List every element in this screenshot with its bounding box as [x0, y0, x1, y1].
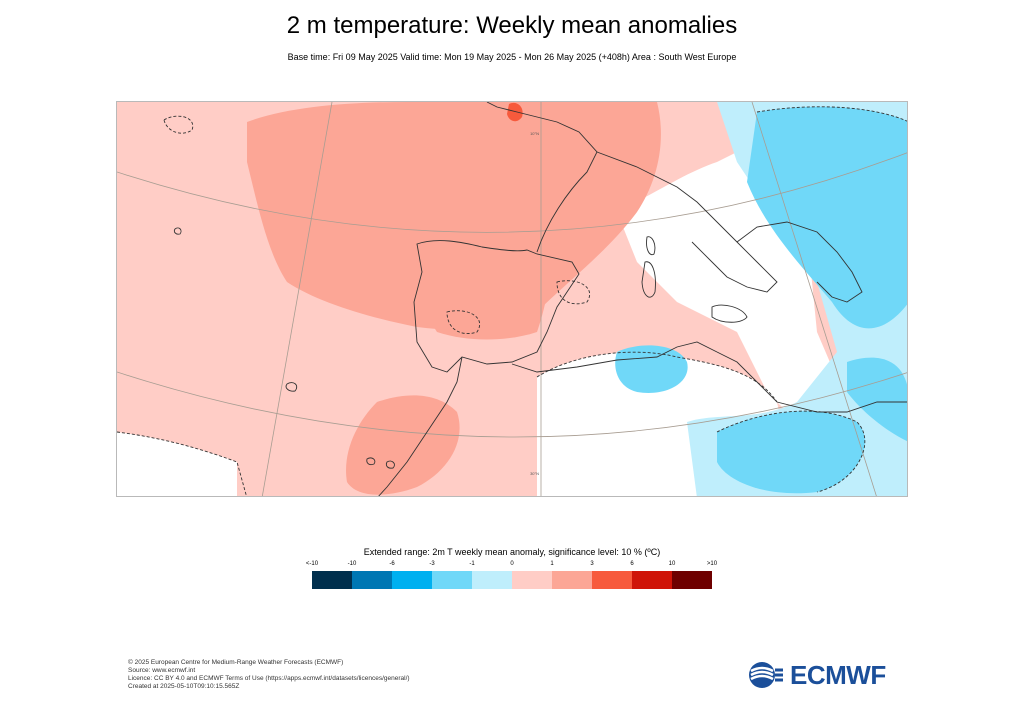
contour-libya [716, 410, 866, 493]
legend-label: -10 [347, 561, 357, 567]
anomaly-field-cooler-algeria [615, 345, 688, 393]
contour-iberia-east [556, 280, 590, 305]
legend-swatch [312, 571, 352, 589]
anomaly-map: 10°N 30°N [116, 101, 908, 497]
anomaly-field-warm-morocco [346, 395, 460, 495]
map-subtitle: Base time: Fri 09 May 2025 Valid time: M… [287, 52, 737, 62]
anomaly-field-cooler-egypt [847, 357, 907, 442]
sardinia-coast [641, 261, 656, 298]
legend-label: 1 [550, 561, 554, 567]
madeira-islands [285, 382, 298, 392]
legend-swatch [552, 571, 592, 589]
legend-title: Extended range: 2m T weekly mean anomaly… [363, 547, 661, 557]
libya-egypt-coast [716, 351, 907, 413]
footer-source: Source: www.ecmwf.int [128, 667, 196, 674]
canary-islands-2 [385, 460, 395, 469]
ecmwf-logo-icon [749, 662, 783, 688]
anomaly-field-warm-atlantic [247, 102, 661, 330]
contour-iberia-south [446, 310, 480, 334]
legend-swatch [512, 571, 552, 589]
balkans-coast [736, 221, 863, 303]
gridline-label-lower: 30°N [530, 471, 539, 476]
legend-label: 0 [510, 561, 514, 567]
footer-created: Created at 2025-05-10T09:10:15.565Z [128, 683, 240, 690]
legend-label: >10 [706, 561, 718, 567]
gridline-label-upper: 10°N [530, 131, 539, 136]
legend-swatches [312, 571, 712, 589]
legend-label: -1 [469, 561, 475, 567]
contour-atlantic-south [117, 431, 247, 496]
significance-contours [117, 106, 907, 496]
legend-label: <-10 [305, 561, 319, 567]
legend-swatch [392, 571, 432, 589]
azores-islands [173, 227, 182, 235]
canary-islands-1 [366, 457, 376, 466]
color-legend: <-10 -10 -6 -3 -1 0 1 3 6 10 >10 [306, 561, 717, 589]
anomaly-field-hot-england [507, 102, 523, 122]
ecmwf-logo-text: ECMWF [790, 659, 886, 690]
legend-label: -6 [389, 561, 395, 567]
sicily-coast [711, 304, 748, 323]
morocco-coast [378, 356, 463, 496]
anomaly-field-warm-iberia [415, 217, 549, 340]
footer-copyright: © 2025 European Centre for Medium-Range … [128, 659, 344, 666]
anomaly-field-cooler-libya [717, 411, 865, 494]
iberia-coast [413, 240, 580, 373]
legend-label: -3 [429, 561, 435, 567]
anomaly-map-canvas: 10°N 30°N [117, 102, 907, 496]
legend-swatch [472, 571, 512, 589]
anomaly-field-neutral-atlantic [117, 432, 237, 496]
contour-atlantic-north [163, 115, 194, 134]
graticule [117, 102, 907, 496]
legend-label: 10 [668, 561, 676, 567]
legend-swatch [672, 571, 712, 589]
footer-credits: © 2025 European Centre for Medium-Range … [128, 659, 410, 691]
footer-licence: Licence: CC BY 4.0 and ECMWF Terms of Us… [128, 675, 410, 682]
legend-swatch [352, 571, 392, 589]
legend-label: 3 [590, 561, 594, 567]
legend-label: 6 [630, 561, 634, 567]
italy-coast [596, 151, 778, 293]
contour-north-east [756, 106, 907, 122]
corsica-coast [646, 236, 656, 256]
ecmwf-logo: ECMWF [748, 660, 898, 690]
anomaly-field-cooler-balkans [747, 106, 907, 329]
north-africa-coast [511, 341, 718, 373]
legend-swatch [632, 571, 672, 589]
france-coast [486, 102, 598, 253]
legend-swatch [432, 571, 472, 589]
map-title: 2 m temperature: Weekly mean anomalies [286, 12, 738, 39]
contour-africa [536, 351, 778, 403]
coastlines [173, 102, 907, 496]
legend-swatch [592, 571, 632, 589]
